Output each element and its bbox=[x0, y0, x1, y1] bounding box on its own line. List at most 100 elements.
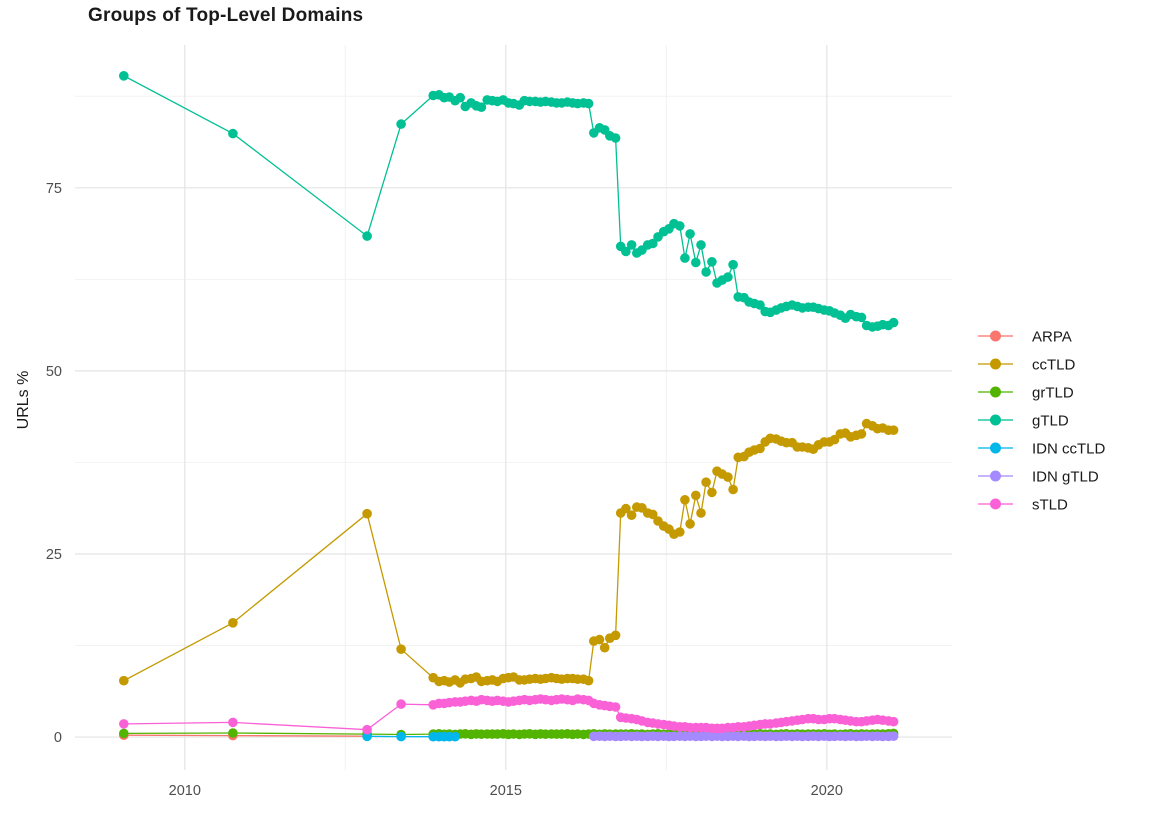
series-arpa bbox=[119, 730, 372, 741]
legend-label: sTLD bbox=[1032, 497, 1068, 514]
data-point-cctld bbox=[755, 443, 765, 454]
data-point-gtld bbox=[723, 272, 733, 282]
data-point-gtld bbox=[691, 257, 701, 268]
data-point-gtld bbox=[610, 133, 621, 143]
legend-label: IDN gTLD bbox=[1032, 469, 1099, 486]
legend-label: grTLD bbox=[1032, 385, 1074, 402]
data-point-cctld bbox=[696, 508, 706, 518]
data-point-cctld bbox=[594, 634, 605, 645]
legend-item-grtld: grTLD bbox=[978, 385, 1074, 402]
legend-key-dot bbox=[990, 470, 1001, 482]
data-point-stld bbox=[888, 716, 899, 727]
data-point-stld bbox=[119, 719, 129, 729]
data-point-stld bbox=[228, 717, 238, 728]
data-point-gtld bbox=[755, 300, 765, 310]
data-point-gtld bbox=[680, 253, 690, 263]
legend-key-dot bbox=[990, 498, 1001, 510]
data-point-idn-gtld bbox=[888, 731, 899, 741]
data-point-cctld bbox=[648, 509, 658, 520]
data-point-gtld bbox=[228, 128, 238, 139]
data-point-gtld bbox=[675, 221, 685, 231]
data-point-idn-cctld bbox=[396, 731, 406, 742]
y-tick-label: 25 bbox=[46, 547, 62, 563]
x-tick-label: 2015 bbox=[490, 783, 522, 799]
data-point-stld bbox=[396, 699, 406, 709]
y-axis-labels: 0 25 50 75 bbox=[46, 181, 62, 746]
data-point-cctld bbox=[888, 425, 899, 436]
series-cctld bbox=[119, 418, 899, 688]
data-point-cctld bbox=[829, 434, 840, 445]
data-point-cctld bbox=[362, 508, 372, 519]
data-point-gtld bbox=[362, 231, 372, 241]
data-point-gtld bbox=[728, 259, 738, 270]
series-idn-gtld bbox=[589, 731, 899, 742]
data-point-grtld bbox=[228, 728, 238, 738]
legend-item-idn-gtld: IDN gTLD bbox=[978, 469, 1099, 486]
legend-item-stld: sTLD bbox=[978, 497, 1068, 514]
data-point-idn-cctld bbox=[362, 731, 372, 742]
legend: ARPA ccTLD grTLD gTLD IDN ccTLD IDN gTLD sTLD bbox=[978, 329, 1106, 514]
legend-label: ARPA bbox=[1032, 329, 1072, 346]
data-point-gtld bbox=[701, 267, 711, 277]
x-axis-labels: 2010 2015 2020 bbox=[169, 783, 843, 799]
gridlines-minor bbox=[75, 45, 952, 770]
legend-key-dot bbox=[990, 414, 1001, 426]
data-point-gtld bbox=[648, 238, 658, 249]
legend-item-idn-cctld: IDN ccTLD bbox=[978, 441, 1106, 458]
gridlines-major bbox=[75, 45, 952, 770]
legend-item-gtld: gTLD bbox=[978, 413, 1069, 430]
y-tick-label: 50 bbox=[46, 364, 62, 380]
data-point-cctld bbox=[610, 630, 621, 641]
data-point-cctld bbox=[701, 477, 711, 488]
data-point-gtld bbox=[119, 71, 129, 81]
legend-label: ccTLD bbox=[1032, 357, 1076, 374]
data-point-cctld bbox=[621, 503, 631, 514]
data-point-gtld bbox=[583, 98, 594, 109]
series-stld bbox=[119, 694, 899, 735]
legend-key-dot bbox=[990, 386, 1001, 398]
data-point-cctld bbox=[680, 495, 690, 505]
legend-key-dot bbox=[990, 442, 1001, 454]
data-point-stld bbox=[610, 702, 621, 712]
series-line-arpa bbox=[123, 734, 368, 737]
data-point-gtld bbox=[476, 102, 487, 112]
x-tick-label: 2020 bbox=[811, 783, 843, 799]
data-point-gtld bbox=[707, 257, 717, 267]
legend-item-cctld: ccTLD bbox=[978, 357, 1076, 374]
data-point-cctld bbox=[691, 490, 701, 501]
legend-key-dot bbox=[990, 358, 1001, 370]
data-point-stld bbox=[362, 724, 372, 735]
data-point-cctld bbox=[675, 527, 685, 537]
data-point-cctld bbox=[685, 519, 695, 529]
legend-label: gTLD bbox=[1032, 413, 1069, 430]
data-point-gtld bbox=[396, 119, 406, 129]
data-point-gtld bbox=[626, 240, 637, 250]
data-point-gtld bbox=[696, 240, 706, 250]
series-gtld bbox=[119, 71, 899, 332]
data-point-cctld bbox=[856, 429, 867, 439]
data-point-cctld bbox=[599, 642, 610, 653]
y-tick-label: 75 bbox=[46, 181, 62, 197]
data-point-cctld bbox=[396, 644, 406, 654]
data-point-cctld bbox=[583, 675, 594, 686]
chart-title: Groups of Top-Level Domains bbox=[88, 5, 364, 26]
data-point-gtld bbox=[856, 312, 867, 323]
data-point-gtld bbox=[685, 229, 695, 239]
data-point-cctld bbox=[707, 487, 717, 498]
data-point-cctld bbox=[119, 675, 129, 686]
data-point-gtld bbox=[621, 246, 631, 257]
data-point-cctld bbox=[723, 472, 733, 482]
data-point-idn-cctld bbox=[450, 731, 460, 742]
x-tick-label: 2010 bbox=[169, 783, 201, 799]
data-point-gtld bbox=[455, 92, 466, 103]
data-point-cctld bbox=[728, 484, 738, 495]
data-point-grtld bbox=[119, 728, 129, 739]
series-line-gtld bbox=[123, 75, 894, 328]
legend-key-dot bbox=[990, 330, 1001, 342]
data-point-cctld bbox=[626, 510, 637, 520]
data-point-cctld bbox=[228, 618, 238, 628]
data-point-gtld bbox=[888, 317, 899, 328]
series-idn-cctld bbox=[362, 731, 460, 742]
y-tick-label: 0 bbox=[54, 730, 62, 746]
